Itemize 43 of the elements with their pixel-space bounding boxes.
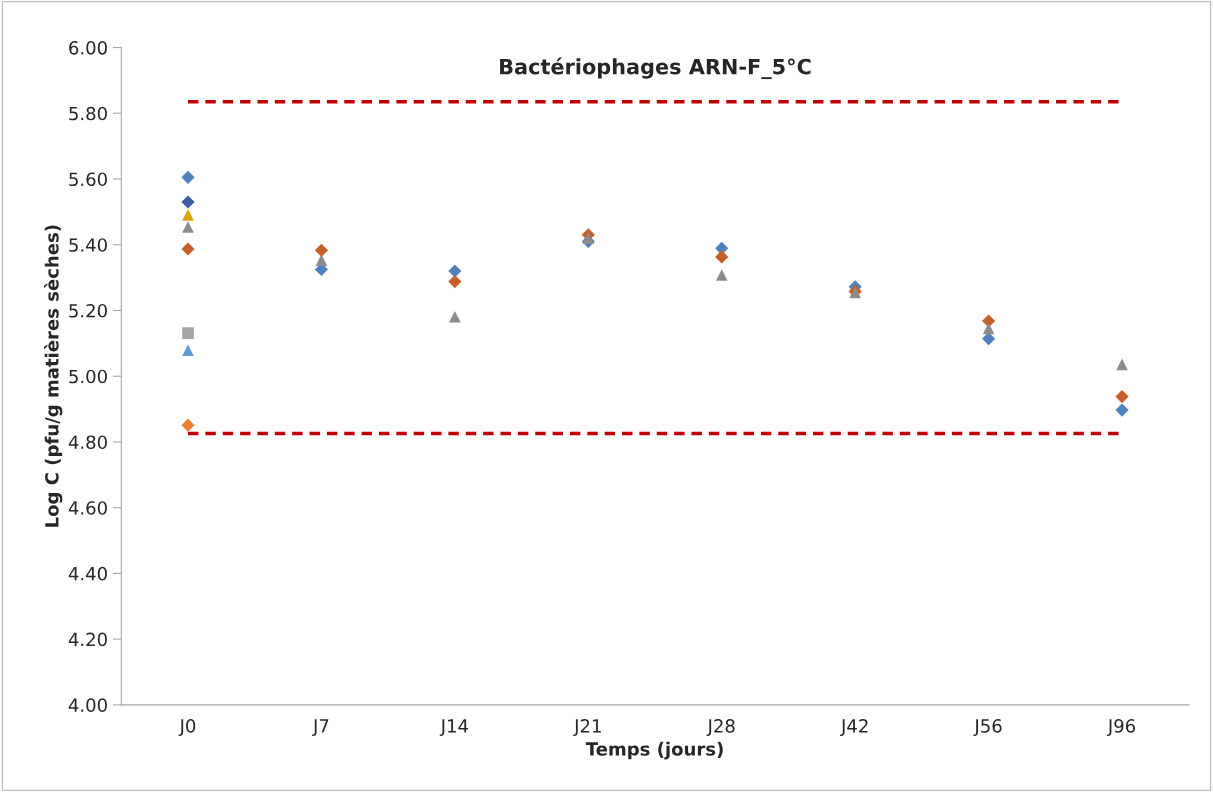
point: [582, 232, 595, 244]
point: [1115, 403, 1129, 417]
point: [715, 250, 729, 264]
x-tick-label: J28: [706, 719, 735, 737]
x-tick-label: J0: [178, 719, 196, 737]
x-tick-label: J14: [439, 719, 469, 737]
point: [181, 418, 195, 432]
y-tick-label: 5.40: [69, 238, 107, 252]
y-axis-title: Log C (pfu/g matières sèches): [44, 225, 63, 527]
y-tick-label: 4.00: [68, 698, 107, 712]
point: [982, 314, 996, 328]
point: [715, 269, 728, 281]
point: [314, 243, 329, 257]
x-tick-label: J56: [973, 719, 1002, 737]
point: [182, 221, 194, 233]
y-tick-label: 4.40: [68, 566, 107, 581]
point: [182, 344, 194, 357]
point: [448, 274, 462, 289]
point: [315, 254, 328, 266]
point: [1115, 389, 1129, 404]
x-tick-label: J42: [840, 719, 868, 737]
y-tick-label: 4.60: [68, 501, 107, 515]
point: [182, 327, 194, 339]
y-tick-label: 4.80: [68, 435, 107, 450]
point: [982, 322, 995, 335]
y-tick-label: 5.00: [69, 369, 107, 384]
y-tick-label: 4.20: [68, 632, 107, 647]
point: [982, 332, 996, 346]
x-tick-label: J7: [312, 719, 329, 737]
chart-title: Bactériophages ARN-F_5°C: [500, 57, 811, 80]
y-tick-label: 5.20: [69, 303, 107, 318]
y-tick-label: 5.60: [69, 172, 107, 187]
x-tick-label: J21: [573, 719, 601, 737]
point: [181, 195, 195, 209]
y-tick-label: 5.80: [69, 106, 107, 121]
point: [449, 310, 461, 323]
point: [181, 170, 195, 184]
y-tick-label: 6.00: [69, 40, 107, 55]
x-axis-title: Temps (jours): [585, 741, 723, 760]
x-tick-label: J96: [1106, 719, 1136, 737]
point: [448, 264, 462, 278]
point: [182, 209, 194, 221]
point: [181, 242, 195, 256]
